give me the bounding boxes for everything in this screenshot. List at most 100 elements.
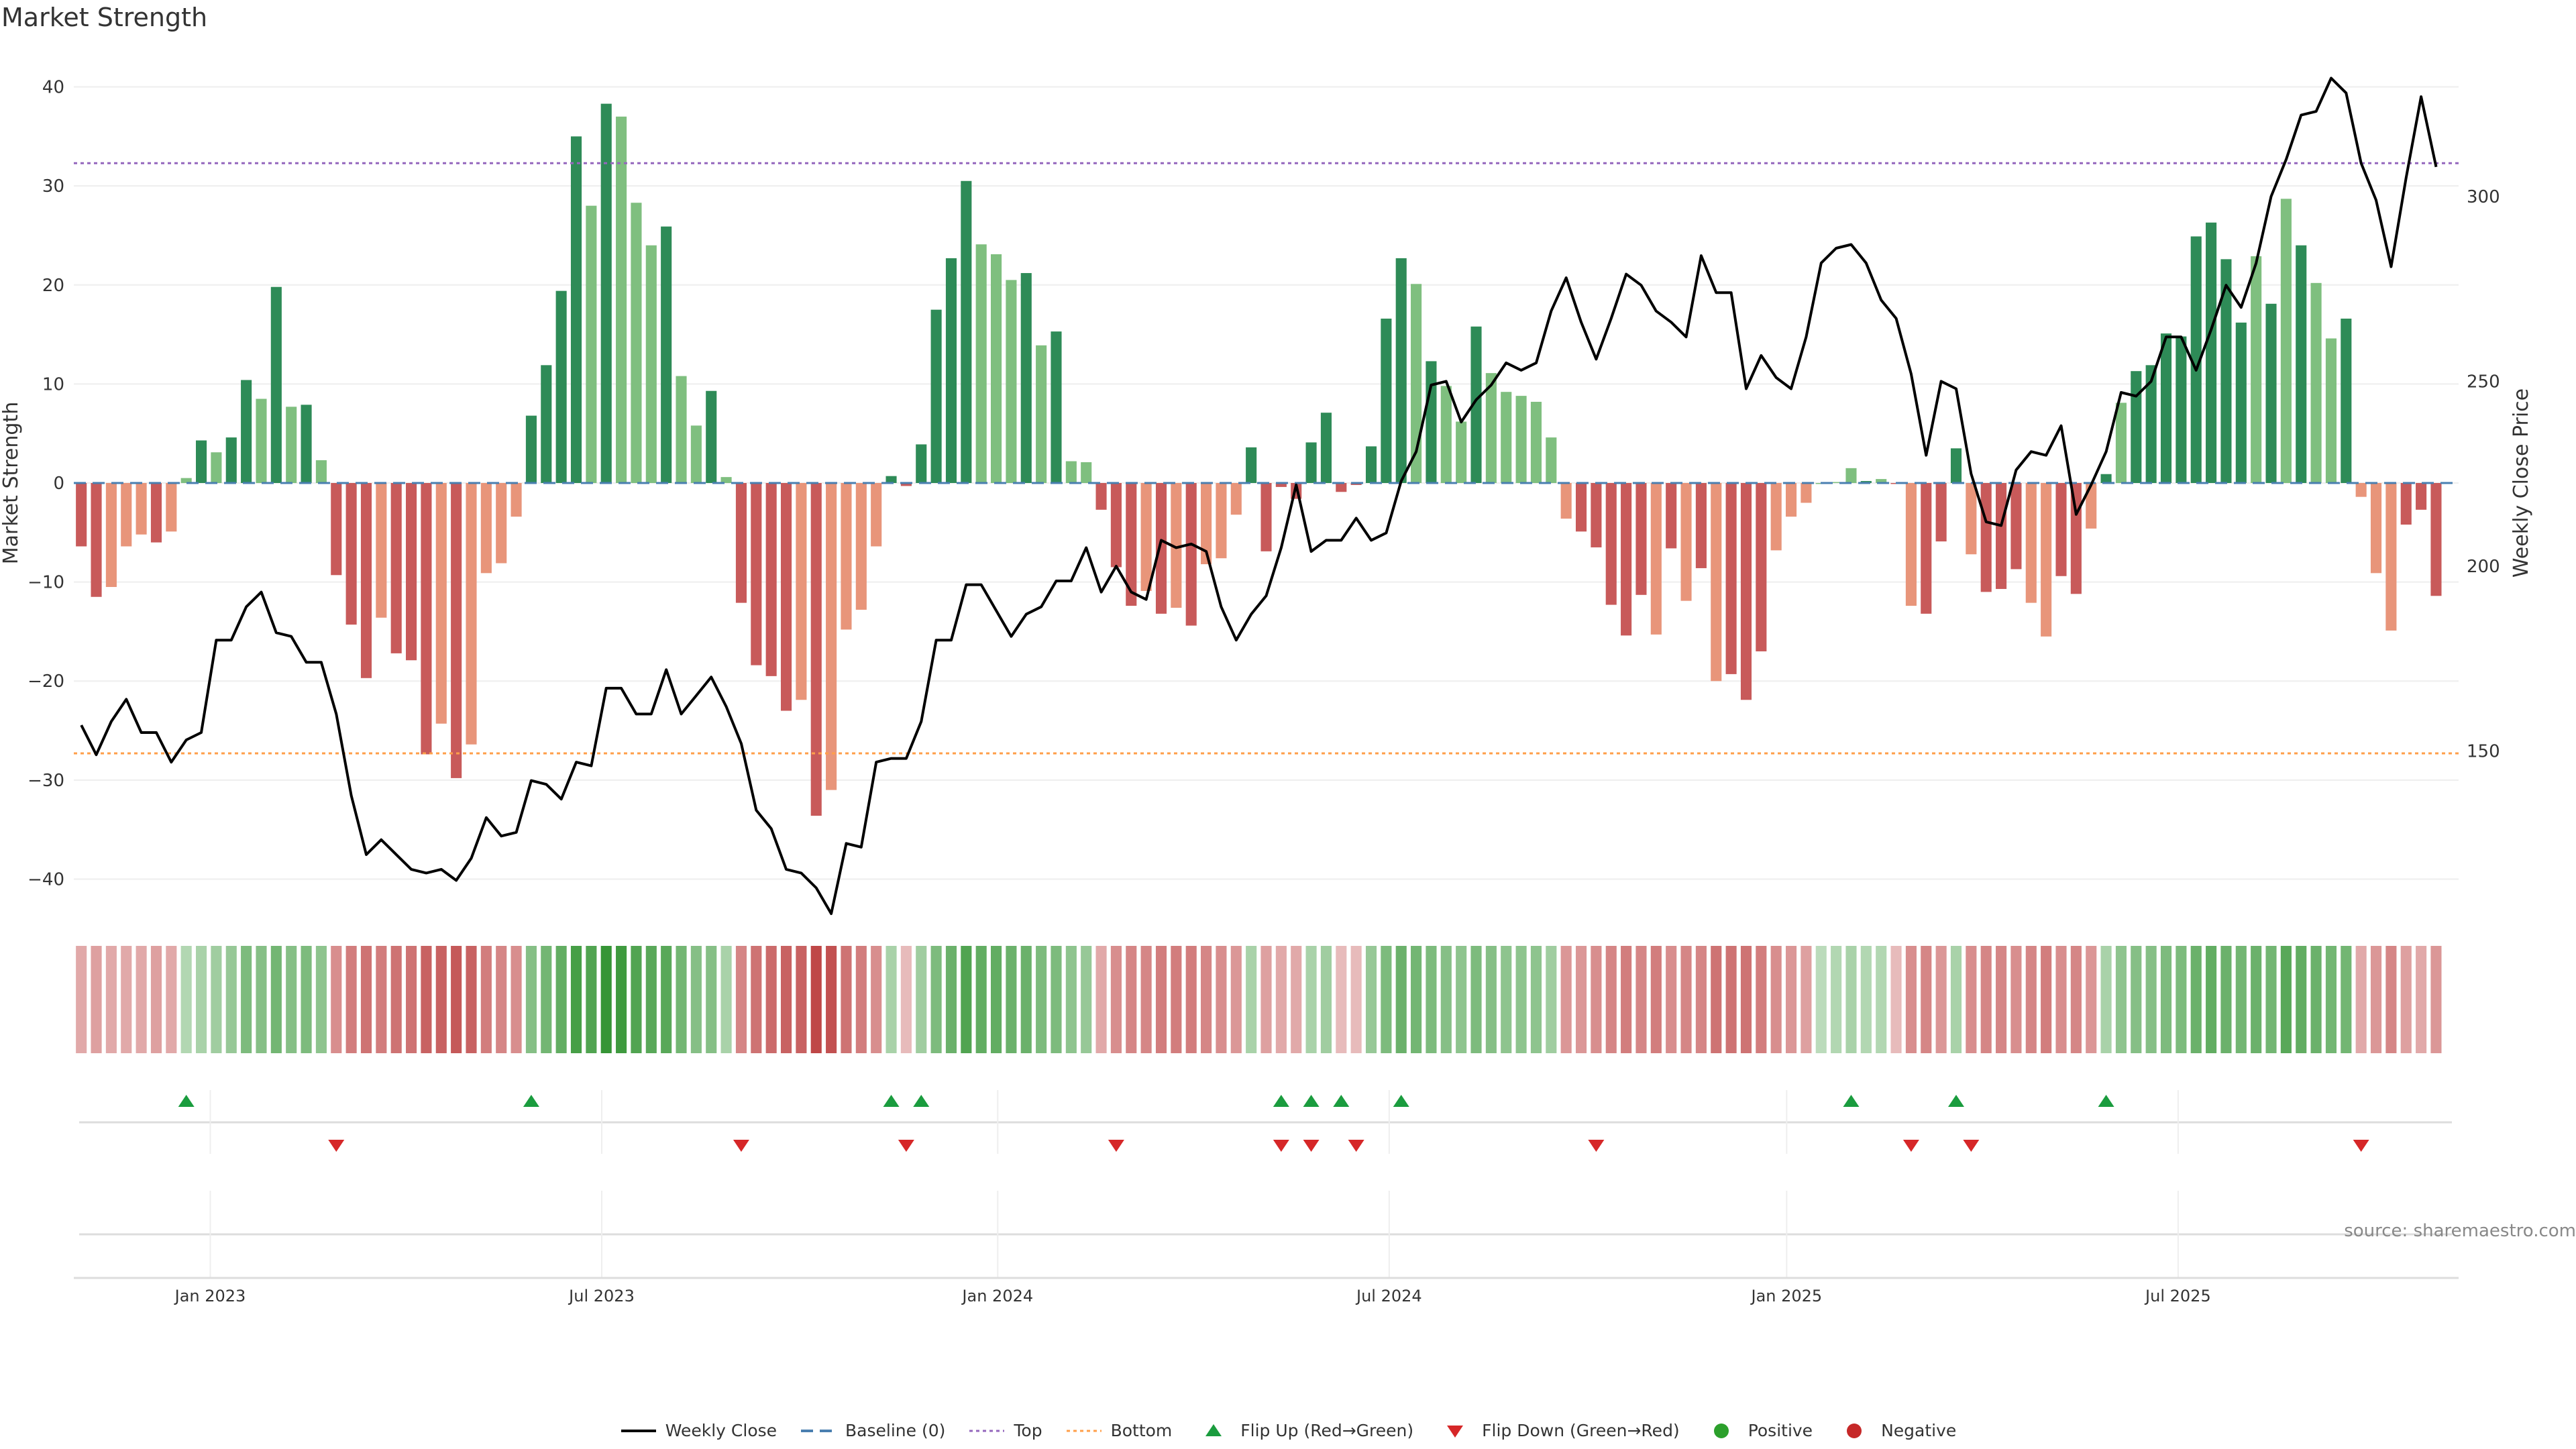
heat-strip-cell	[136, 946, 147, 1053]
x-tick-label: Jan 2025	[1750, 1287, 1822, 1305]
heat-strip-cell	[105, 946, 117, 1053]
heat-strip-cell	[1905, 946, 1917, 1053]
dotted-line-icon	[1066, 1430, 1102, 1432]
strength-bar	[2220, 259, 2232, 483]
legend-label: Negative	[1881, 1421, 1957, 1440]
strength-bar	[2325, 338, 2337, 483]
strength-bar	[1065, 461, 1077, 483]
flip-up-marker	[178, 1095, 195, 1107]
strength-bar	[1501, 392, 1512, 483]
flip-down-marker	[1273, 1140, 1289, 1152]
strength-bar	[1440, 386, 1452, 483]
flip-up-marker	[1333, 1095, 1350, 1107]
strength-bar	[211, 452, 222, 483]
legend-label: Flip Down (Green→Red)	[1482, 1421, 1680, 1440]
legend-item: Positive	[1703, 1421, 1813, 1440]
strength-bar	[406, 483, 417, 661]
heat-strip-cell	[720, 946, 732, 1053]
heat-strip-cell	[376, 946, 387, 1053]
strength-bar	[1801, 483, 1812, 503]
heat-strip-cell	[1350, 946, 1362, 1053]
heat-strip-cell	[2176, 946, 2187, 1053]
heat-strip-cell	[780, 946, 792, 1053]
y2-tick-label: 200	[2467, 557, 2500, 577]
strength-bar	[1456, 421, 1467, 483]
legend-label: Positive	[1748, 1421, 1813, 1440]
strength-bar	[1411, 284, 1422, 483]
heat-strip-cell	[1171, 946, 1182, 1053]
strength-bar	[166, 483, 177, 532]
strength-bar	[2206, 222, 2217, 483]
strength-bar	[241, 380, 252, 483]
strength-bar	[1171, 483, 1182, 608]
strength-bar	[511, 483, 522, 517]
heat-strip-cell	[451, 946, 462, 1053]
strength-bar	[2235, 322, 2247, 483]
strength-bar	[930, 309, 942, 483]
heat-strip-cell	[435, 946, 447, 1053]
x-tick-label: Jul 2024	[1355, 1287, 1422, 1305]
strength-bar	[480, 483, 492, 574]
strength-bar	[2400, 483, 2412, 525]
heat-strip-cell	[525, 946, 537, 1053]
heat-strip-cell	[91, 946, 102, 1053]
strength-bar	[180, 478, 192, 483]
strength-bar	[735, 483, 747, 603]
legend-item: Baseline (0)	[800, 1421, 945, 1440]
y-tick-label: 10	[42, 374, 64, 394]
y-tick-label: 30	[42, 176, 64, 197]
legend-label: Flip Up (Red→Green)	[1240, 1421, 1414, 1440]
strength-bar	[1546, 437, 1557, 483]
heat-strip-cell	[706, 946, 717, 1053]
heat-strip-cell	[390, 946, 402, 1053]
strength-bar	[2385, 483, 2397, 631]
strength-bar	[2341, 318, 2352, 483]
strength-bar	[2010, 483, 2022, 570]
heat-strip-cell	[1185, 946, 1197, 1053]
strength-bar	[525, 415, 537, 483]
heat-strip-cell	[2070, 946, 2082, 1053]
heat-strip-cell	[2296, 946, 2307, 1053]
heat-strip-cell	[2220, 946, 2232, 1053]
source-note: source: sharemaestro.com	[2344, 1221, 2576, 1241]
heat-strip-cell	[1921, 946, 1932, 1053]
strength-bar	[645, 245, 657, 483]
strength-bar	[975, 244, 987, 483]
dotted-line-icon	[969, 1430, 1005, 1432]
heat-strip-cell	[1036, 946, 1047, 1053]
strength-bar	[1905, 483, 1917, 606]
heat-strip-cell	[1950, 946, 1962, 1053]
heat-strip-cell	[2430, 946, 2442, 1053]
strength-bar	[2265, 303, 2277, 483]
heat-strip-cell	[841, 946, 852, 1053]
strength-bar	[1485, 373, 1497, 483]
strength-bar	[765, 483, 777, 676]
heat-strip-cell	[2370, 946, 2382, 1053]
heat-strip-cell	[1890, 946, 1902, 1053]
heat-strip-cell	[555, 946, 567, 1053]
strength-bar	[1980, 483, 1992, 592]
strength-bar	[1530, 401, 1542, 483]
legend-label: Weekly Close	[665, 1421, 777, 1440]
strength-bar	[2355, 483, 2367, 497]
heat-strip-cell	[1470, 946, 1482, 1053]
strength-bar	[1320, 413, 1332, 483]
strength-bar	[1185, 483, 1197, 626]
heat-strip-cell	[735, 946, 747, 1053]
heat-strip-cell	[1860, 946, 1872, 1053]
heat-strip-cell	[406, 946, 417, 1053]
legend-item: Flip Down (Green→Red)	[1436, 1421, 1680, 1440]
strength-bar	[1770, 483, 1782, 551]
strength-bar	[1921, 483, 1932, 614]
strength-bar	[435, 483, 447, 724]
solid-line-icon	[621, 1429, 656, 1432]
heat-strip-cell	[241, 946, 252, 1053]
heat-strip-cell	[916, 946, 927, 1053]
flip-up-marker	[1393, 1095, 1409, 1107]
heat-strip-cell	[541, 946, 552, 1053]
heat-strip-cell	[1426, 946, 1437, 1053]
strength-bar	[900, 483, 912, 486]
y2-tick-label: 150	[2467, 742, 2500, 762]
strength-bar	[451, 483, 462, 778]
heat-strip-cell	[990, 946, 1002, 1053]
